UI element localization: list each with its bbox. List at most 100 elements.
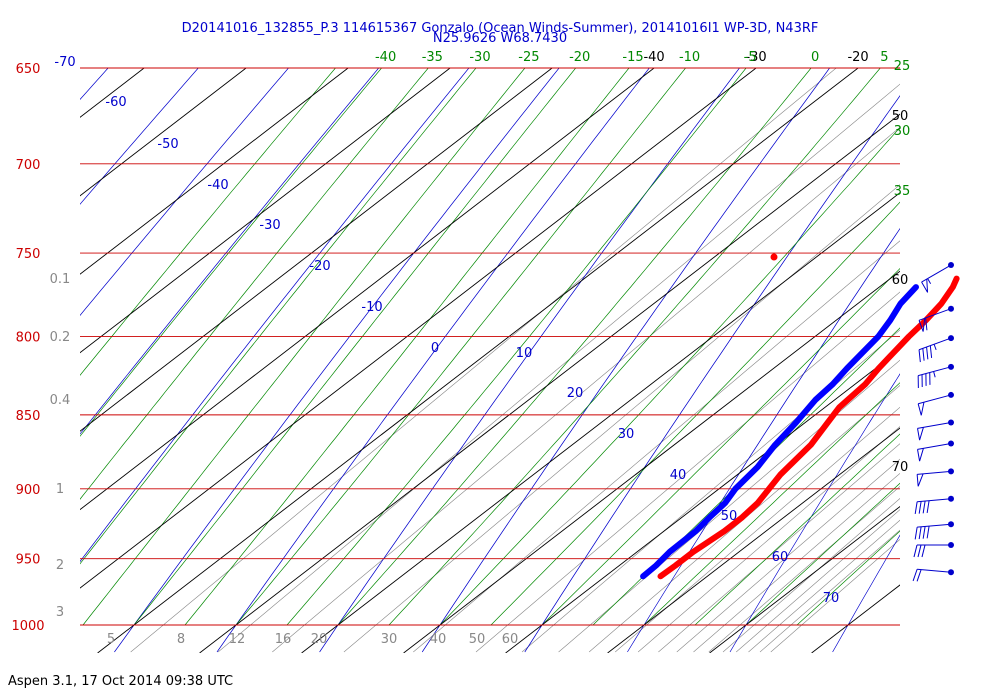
mixing-ratio-line bbox=[343, 184, 900, 653]
wind-barb-full bbox=[929, 345, 933, 358]
dry-adiabat-line bbox=[832, 534, 900, 653]
wind-barb bbox=[916, 468, 954, 487]
wind-barb-flag bbox=[917, 427, 924, 441]
mixing-ratio-line bbox=[770, 538, 900, 653]
wind-barb-shaft bbox=[921, 264, 952, 283]
wind-barb-full bbox=[912, 569, 918, 582]
wind-barb-full bbox=[918, 349, 921, 363]
moist-adiabat-line bbox=[745, 482, 900, 626]
dry-adiabat-label: -50 bbox=[157, 137, 178, 152]
height-label: 0.4 bbox=[50, 393, 71, 408]
temperature-point bbox=[770, 253, 778, 261]
isotherm-line bbox=[80, 68, 553, 432]
wind-barb-shaft bbox=[917, 568, 952, 573]
mixing-ratio-line bbox=[521, 329, 900, 653]
dry-adiabat-label: 30 bbox=[618, 427, 635, 442]
dry-adiabat-label: 60 bbox=[772, 550, 789, 565]
mixing-ratio-line bbox=[722, 498, 900, 653]
moist-adiabat-line bbox=[643, 382, 900, 626]
wind-barb bbox=[918, 305, 954, 332]
wind-barb-shaft bbox=[917, 498, 952, 503]
moist-adiabat-label: 0 bbox=[811, 50, 819, 65]
height-label: 0.2 bbox=[50, 330, 71, 345]
wind-barb-shaft bbox=[918, 366, 952, 377]
mixing-ratio-line bbox=[736, 509, 900, 653]
dry-adiabat-line bbox=[216, 68, 650, 653]
moist-adiabat-label: -35 bbox=[422, 50, 443, 65]
isotherm-line bbox=[403, 270, 900, 653]
moist-adiabat-label: -30 bbox=[469, 50, 490, 65]
dry-adiabat-line bbox=[80, 68, 289, 316]
wind-barb-half bbox=[933, 344, 937, 351]
moist-adiabat-label: -25 bbox=[518, 50, 539, 65]
pressure-label: 750 bbox=[16, 247, 41, 262]
dry-adiabat-label: 40 bbox=[670, 468, 687, 483]
isotherm-line bbox=[607, 427, 900, 653]
moist-adiabat-line bbox=[541, 267, 900, 626]
mixing-ratio-line bbox=[558, 359, 900, 653]
wind-barb-full bbox=[918, 526, 922, 540]
height-label: 2 bbox=[56, 558, 64, 573]
wind-barb-flag bbox=[918, 318, 926, 332]
wind-barb-full bbox=[918, 501, 922, 514]
dry-adiabat-line bbox=[80, 68, 379, 435]
mixing-ratio-line bbox=[130, 68, 837, 653]
wind-barb-full bbox=[922, 526, 926, 539]
mixing-ratio-line bbox=[615, 406, 900, 653]
moist-adiabat-line bbox=[490, 201, 900, 626]
wind-barb-flag bbox=[917, 402, 925, 416]
mixing-ratio-label: 40 bbox=[430, 632, 447, 647]
isotherm-label: -20 bbox=[847, 50, 868, 65]
moist-adiabat-line bbox=[796, 530, 900, 626]
mixing-ratio-line bbox=[637, 426, 900, 653]
wind-barb-full bbox=[914, 501, 918, 515]
temperature-profile bbox=[657, 275, 960, 580]
mixing-ratio-label: 5 bbox=[107, 632, 115, 647]
wind-barb-full bbox=[913, 544, 918, 558]
mixing-ratio-line bbox=[708, 485, 900, 653]
wind-barb-full bbox=[926, 500, 930, 513]
wind-barb bbox=[917, 391, 954, 416]
isotherm-line bbox=[914, 68, 1000, 653]
dry-adiabat-line bbox=[935, 68, 1000, 652]
isotherm-line bbox=[80, 68, 655, 511]
mixing-ratio-label: 30 bbox=[381, 632, 398, 647]
mixing-ratio-line bbox=[272, 126, 900, 653]
wind-barb bbox=[917, 419, 954, 441]
wind-barb bbox=[917, 363, 954, 389]
dewpoint-profile bbox=[640, 284, 919, 580]
mixing-ratio-label: 8 bbox=[177, 632, 185, 647]
mixing-ratio-line bbox=[217, 83, 900, 653]
dry-adiabat-label: -70 bbox=[54, 55, 75, 70]
dry-adiabat-label: 20 bbox=[567, 386, 584, 401]
mixing-ratio-label: 50 bbox=[469, 632, 486, 647]
dry-adiabat-line bbox=[80, 68, 470, 563]
wind-barb-shaft bbox=[917, 470, 952, 475]
dry-adiabat-label: 70 bbox=[823, 591, 840, 606]
chart-title: D20141016_132855_P.3 114615367 Gonzalo (… bbox=[181, 21, 819, 36]
isotherm-line bbox=[80, 68, 247, 197]
wind-barb bbox=[914, 521, 954, 540]
isotherm-line bbox=[301, 192, 900, 653]
footer-text: Aspen 3.1, 17 Oct 2014 09:38 UTC bbox=[8, 674, 234, 689]
mixing-ratio-label: 20 bbox=[311, 632, 328, 647]
moist-adiabat-label: 5 bbox=[880, 50, 888, 65]
wind-barb-full bbox=[914, 527, 918, 540]
dry-adiabat-label: -30 bbox=[259, 218, 280, 233]
isotherm-line bbox=[709, 505, 900, 653]
wind-barb-shaft bbox=[917, 523, 952, 528]
wind-barb bbox=[914, 495, 954, 515]
dry-adiabat-line bbox=[114, 68, 560, 653]
isotherm-line bbox=[80, 68, 451, 354]
dry-adiabat-line bbox=[319, 68, 740, 653]
pressure-label: 700 bbox=[16, 158, 41, 173]
isotherm-line bbox=[80, 68, 757, 589]
wind-barb-half bbox=[927, 278, 932, 284]
moist-adiabat-label: -5 bbox=[744, 50, 757, 65]
mixing-ratio-line bbox=[475, 291, 900, 653]
wind-barb bbox=[912, 568, 954, 582]
wind-barb bbox=[921, 262, 954, 293]
pressure-label: 1000 bbox=[11, 619, 44, 634]
moist-adiabat-label: 35 bbox=[894, 184, 911, 199]
pressure-label: 850 bbox=[16, 409, 41, 424]
